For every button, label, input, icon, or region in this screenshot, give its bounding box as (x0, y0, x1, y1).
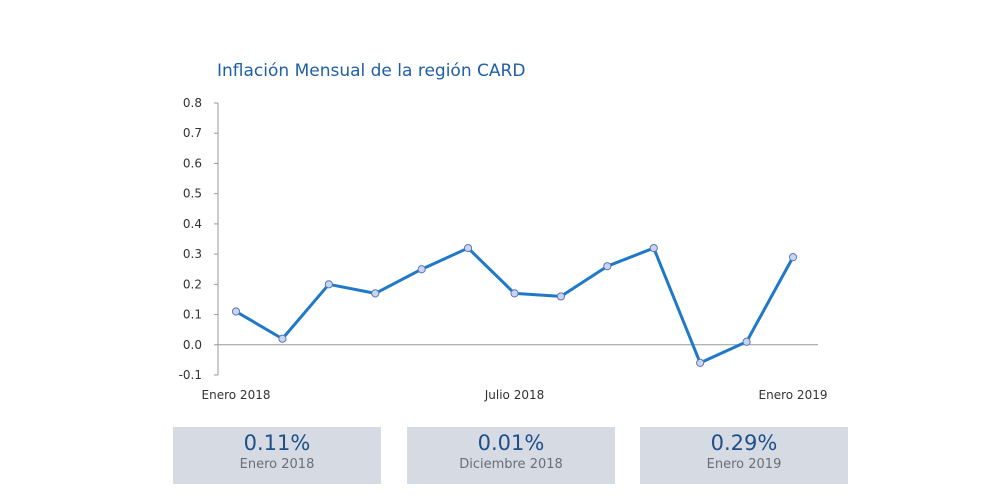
stat-card-label: Diciembre 2018 (459, 457, 563, 472)
stat-card-label: Enero 2019 (706, 457, 782, 472)
data-point (463, 243, 473, 253)
stat-card-value: 0.29% (710, 431, 778, 455)
data-point (510, 289, 519, 298)
stat-card-label: Enero 2018 (239, 457, 315, 472)
y-tick-label: 0.0 (183, 338, 202, 352)
x-tick-label: Enero 2018 (202, 388, 271, 402)
x-tick-label: Enero 2019 (759, 388, 828, 402)
stat-card-diciembre-2018: 0.01% Diciembre 2018 (407, 427, 615, 484)
data-point (603, 262, 612, 271)
y-tick-label: 0.1 (183, 308, 202, 322)
data-point (278, 334, 287, 343)
y-tick-label: 0.2 (183, 277, 202, 291)
data-point (742, 337, 751, 346)
y-tick-label: -0.1 (179, 368, 202, 382)
y-tick-label: 0.5 (183, 187, 202, 201)
y-tick-label: 0.4 (183, 217, 202, 231)
data-point (696, 358, 705, 368)
data-point (649, 243, 658, 253)
data-point (231, 307, 241, 316)
y-tick-label: 0.6 (183, 156, 202, 170)
data-point (417, 265, 426, 274)
stat-card-value: 0.01% (477, 431, 545, 455)
data-point (556, 292, 566, 301)
data-point (324, 280, 333, 289)
data-point (371, 289, 380, 298)
chart-title: Inflación Mensual de la región CARD (217, 61, 525, 81)
data-point (788, 253, 798, 262)
y-tick-label: 0.7 (183, 126, 202, 140)
stat-card-value: 0.11% (243, 431, 311, 455)
chart-series (231, 243, 798, 368)
y-tick-label: 0.3 (183, 247, 202, 261)
stat-card-enero-2018: 0.11% Enero 2018 (173, 427, 381, 484)
x-tick-label: Julio 2018 (484, 388, 545, 402)
inflation-line-chart: Inflación Mensual de la región CARD 0.8 0… (179, 61, 828, 402)
stat-card-enero-2019: 0.29% Enero 2019 (640, 427, 848, 484)
series-line (235, 246, 795, 365)
y-tick-label: 0.8 (183, 96, 202, 110)
